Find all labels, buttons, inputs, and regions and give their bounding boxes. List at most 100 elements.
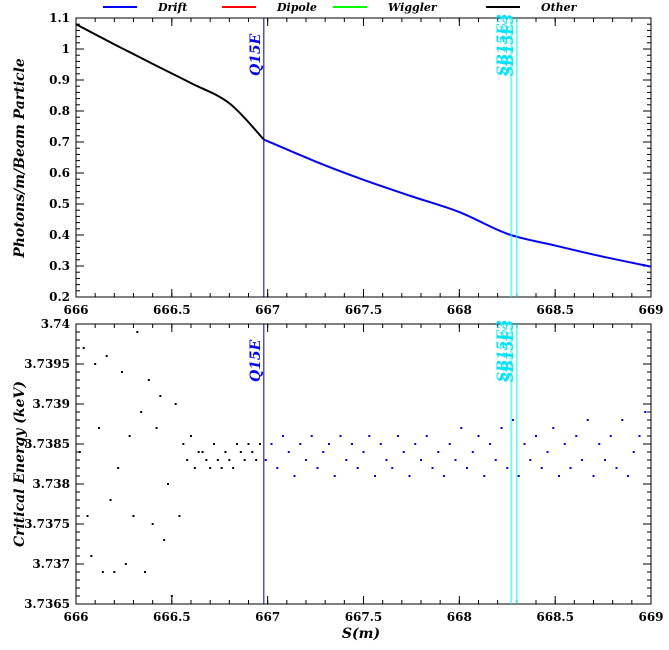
data-point-drift — [586, 419, 589, 421]
data-point-drift — [632, 451, 635, 453]
data-point-other — [159, 395, 162, 397]
data-point-other — [109, 499, 112, 501]
y-axis-title: Critical Energy (keV) — [12, 381, 28, 547]
series-line-drift — [263, 138, 652, 268]
data-point-drift — [466, 467, 468, 469]
x-tick-label: 667 — [255, 303, 280, 317]
data-point-other — [259, 443, 261, 445]
data-point-other — [124, 563, 127, 565]
data-point-drift — [397, 435, 399, 437]
data-point-drift — [552, 427, 555, 429]
data-point-drift — [379, 443, 382, 445]
data-point-drift — [270, 443, 273, 445]
data-point-other — [147, 379, 150, 381]
y-tick-label: 0.8 — [49, 104, 70, 118]
data-point-other — [101, 571, 104, 573]
marker-label: SB15E3 — [495, 320, 511, 382]
data-point-other — [182, 443, 185, 445]
data-point-drift — [322, 451, 325, 453]
data-point-drift — [374, 475, 376, 477]
data-point-drift — [333, 475, 336, 477]
data-point-other — [170, 595, 173, 597]
data-point-other — [243, 459, 246, 461]
data-point-other — [205, 459, 208, 461]
y-tick-label: 1.1 — [49, 11, 70, 25]
y-axis-title: Photons/m/Beam Particle — [12, 58, 28, 259]
x-tick-label: 668 — [447, 610, 472, 624]
data-point-drift — [575, 435, 578, 437]
data-point-drift — [581, 459, 583, 461]
y-tick-label: 0.5 — [49, 197, 70, 211]
data-point-drift — [494, 459, 497, 461]
plot-frame — [75, 323, 652, 605]
data-point-other — [117, 467, 120, 469]
x-tick-label: 666.5 — [153, 303, 191, 317]
data-point-drift — [621, 419, 624, 421]
data-point-drift — [512, 419, 514, 421]
x-tick-label: 667 — [255, 610, 280, 624]
plot-frame — [75, 17, 652, 298]
data-point-drift — [448, 443, 451, 445]
data-point-drift — [287, 451, 290, 453]
data-point-other — [209, 467, 212, 469]
data-point-drift — [351, 443, 353, 445]
data-point-drift — [293, 475, 296, 477]
y-tick-label: 3.74 — [41, 317, 70, 331]
y-tick-label: 3.738 — [32, 477, 70, 491]
data-point-drift — [569, 467, 572, 469]
data-point-drift — [368, 435, 371, 437]
data-point-drift — [460, 427, 463, 429]
data-point-other — [140, 411, 143, 413]
data-point-other — [213, 443, 215, 445]
y-tick-label: 0.4 — [49, 228, 70, 242]
data-point-drift — [546, 451, 549, 453]
x-tick-label: 669 — [638, 303, 663, 317]
data-point-drift — [604, 459, 606, 461]
data-point-drift — [437, 451, 440, 453]
series-line-other — [75, 23, 265, 141]
data-point-other — [163, 539, 166, 541]
data-point-other — [136, 331, 139, 333]
data-point-drift — [535, 435, 537, 437]
x-tick-label: 669 — [638, 610, 663, 624]
data-point-other — [132, 515, 135, 517]
photons-panel: 666 666.5 667 667.5 668 668.5 669 0.2 0.3 0.4 0.5 0… — [12, 11, 664, 317]
data-point-drift — [339, 435, 342, 437]
data-point-other — [86, 515, 89, 517]
data-point-drift — [431, 467, 434, 469]
data-point-drift — [483, 475, 486, 477]
data-point-drift — [316, 467, 319, 469]
data-point-drift — [523, 443, 526, 445]
data-point-drift — [356, 467, 359, 469]
marker-label: SB15E3 — [495, 14, 511, 76]
y-tick-label: 3.7375 — [24, 517, 70, 531]
y-tick-label: 0.2 — [49, 290, 70, 304]
legend-label-other: Other — [541, 1, 578, 14]
data-point-other — [178, 515, 181, 517]
x-tick-label: 668.5 — [536, 303, 574, 317]
data-point-drift — [558, 475, 560, 477]
data-point-drift — [425, 435, 428, 437]
data-point-drift — [471, 451, 474, 453]
data-point-other — [82, 347, 85, 349]
data-point-drift — [489, 443, 491, 445]
data-point-other — [144, 571, 146, 573]
x-tick-label: 667.5 — [345, 303, 383, 317]
data-point-drift — [299, 443, 302, 445]
data-point-drift — [500, 427, 503, 429]
data-point-other — [90, 555, 93, 557]
data-point-other — [155, 427, 158, 429]
x-tick-label: 668 — [447, 303, 472, 317]
data-point-other — [236, 443, 238, 445]
data-point-other — [128, 435, 131, 437]
data-point-drift — [592, 475, 595, 477]
data-point-other — [193, 467, 196, 469]
data-point-drift — [345, 459, 348, 461]
data-point-drift — [540, 467, 543, 469]
data-point-other — [232, 467, 235, 469]
y-tick-label: 0.7 — [49, 135, 70, 149]
x-tick-label: 666 — [63, 303, 88, 317]
x-tick-label: 668.5 — [536, 610, 574, 624]
data-point-drift — [563, 443, 566, 445]
data-point-other — [113, 571, 116, 573]
